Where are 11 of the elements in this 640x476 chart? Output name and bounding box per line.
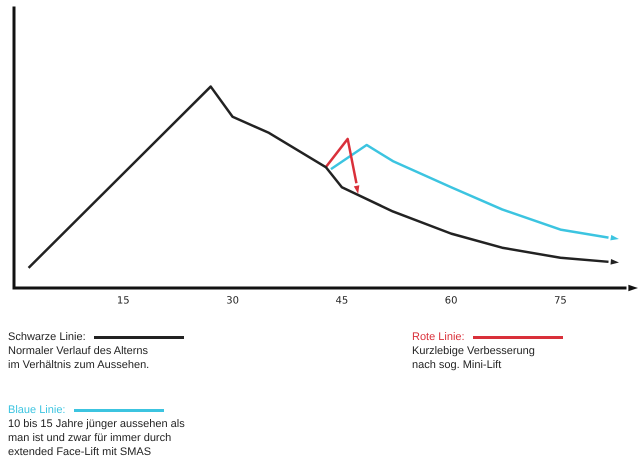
x-tick-label: 30	[226, 296, 239, 307]
text: Normaler Verlauf des Alterns im Verhältnis zum Aussehen.	[8, 344, 150, 372]
text: Schwarze Linie:	[8, 330, 86, 344]
x-tick-label: 15	[116, 296, 130, 307]
text: Rote Linie:	[412, 330, 465, 344]
text: Kurzlebige Verbesserung nach sog. Mini-Lift	[412, 344, 536, 372]
x-tick-label: 60	[444, 296, 458, 307]
x-tick-label: 75	[554, 296, 567, 307]
x-tick-label: 45	[335, 296, 348, 307]
text: 10 bis 15 Jahre jünger aussehen als man ist und zwar für immer durch extended Face-Lift mit SMAS	[8, 417, 185, 459]
text: Blaue Linie:	[8, 403, 66, 417]
